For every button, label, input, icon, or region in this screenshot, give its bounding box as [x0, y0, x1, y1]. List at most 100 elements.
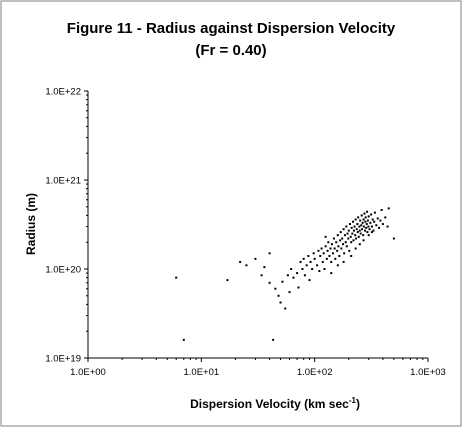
data-point — [296, 272, 299, 275]
data-point — [352, 229, 355, 232]
x-tick-label: 1.0E+00 — [70, 367, 106, 378]
data-point — [358, 229, 361, 232]
data-point — [319, 254, 322, 257]
data-point — [245, 264, 248, 267]
data-point — [387, 207, 390, 210]
data-point — [268, 252, 271, 255]
data-point — [342, 260, 345, 263]
data-point — [321, 260, 324, 263]
data-point — [349, 235, 352, 238]
data-point — [312, 252, 315, 255]
data-point — [322, 252, 325, 255]
data-point — [305, 264, 308, 267]
data-point — [316, 264, 319, 267]
data-point — [352, 239, 355, 242]
data-point — [384, 216, 387, 219]
data-point — [371, 218, 374, 221]
x-axis-title-end: ) — [356, 397, 360, 411]
data-point — [341, 237, 344, 240]
data-point — [286, 274, 289, 277]
data-point — [328, 254, 331, 257]
data-point — [272, 338, 275, 341]
data-point — [368, 228, 371, 231]
data-point — [336, 264, 339, 267]
data-point — [342, 228, 345, 231]
data-point — [175, 276, 178, 279]
data-point — [344, 241, 347, 244]
data-point — [226, 279, 229, 282]
data-point — [297, 286, 300, 289]
x-axis-title-main: Dispersion Velocity (km sec — [190, 397, 349, 411]
data-point — [367, 234, 370, 237]
data-point — [326, 249, 329, 252]
data-point — [347, 237, 350, 240]
data-point — [364, 216, 367, 219]
data-point — [299, 260, 302, 263]
data-point — [339, 231, 342, 234]
plot-area: 1.0E+19 1.0E+20 1.0E+21 1.0E+22 1.0E+00 1.0E+… — [45, 87, 446, 379]
data-point — [372, 229, 375, 232]
data-point — [350, 241, 353, 244]
data-point — [345, 245, 348, 248]
data-point — [380, 209, 383, 212]
data-point — [351, 232, 354, 235]
data-point — [375, 224, 378, 227]
y-tick-label: 1.0E+19 — [45, 354, 81, 365]
data-point — [317, 249, 320, 252]
data-point — [363, 229, 366, 232]
data-point — [348, 249, 351, 252]
data-point — [357, 235, 360, 238]
data-point — [330, 243, 333, 246]
data-point — [366, 231, 369, 234]
data-point — [343, 234, 346, 237]
data-point — [361, 221, 364, 224]
y-tick-label: 1.0E+21 — [45, 176, 81, 187]
data-point — [354, 234, 357, 237]
data-point — [362, 218, 365, 221]
data-point — [373, 211, 376, 214]
data-point — [386, 225, 389, 228]
data-point — [279, 301, 282, 304]
data-point — [352, 220, 355, 223]
data-point — [370, 225, 373, 228]
data-point — [182, 338, 185, 341]
data-point — [378, 226, 381, 229]
data-point — [366, 210, 369, 213]
data-point — [367, 215, 370, 218]
data-point — [354, 218, 357, 221]
x-axis-title-superscript: -1 — [349, 396, 357, 405]
data-point — [292, 276, 295, 279]
data-point — [365, 226, 368, 229]
data-point — [373, 220, 376, 223]
data-point — [361, 228, 364, 231]
data-point — [349, 223, 351, 226]
data-point — [339, 239, 342, 242]
data-point — [324, 235, 327, 238]
data-point — [345, 225, 348, 228]
data-point — [337, 245, 340, 248]
data-point — [355, 237, 358, 240]
data-point — [336, 249, 339, 252]
data-point — [330, 260, 333, 263]
data-point — [363, 212, 366, 215]
data-point — [362, 225, 365, 228]
data-point — [350, 226, 353, 229]
data-point — [360, 214, 363, 217]
chart-title: Figure 11 - Radius against Dispersion Ve… — [67, 20, 396, 37]
data-point — [290, 268, 293, 270]
x-axis-title: Dispersion Velocity (km sec-1) — [190, 396, 360, 411]
data-point — [338, 254, 341, 257]
data-point — [329, 247, 332, 250]
data-point — [254, 257, 257, 260]
data-point — [263, 266, 266, 269]
data-point — [358, 225, 361, 228]
data-point — [350, 254, 353, 257]
data-point — [318, 269, 321, 272]
data-point — [355, 228, 358, 231]
data-point — [284, 307, 287, 310]
data-point — [334, 257, 337, 260]
data-point — [370, 231, 373, 234]
data-point — [313, 257, 316, 260]
